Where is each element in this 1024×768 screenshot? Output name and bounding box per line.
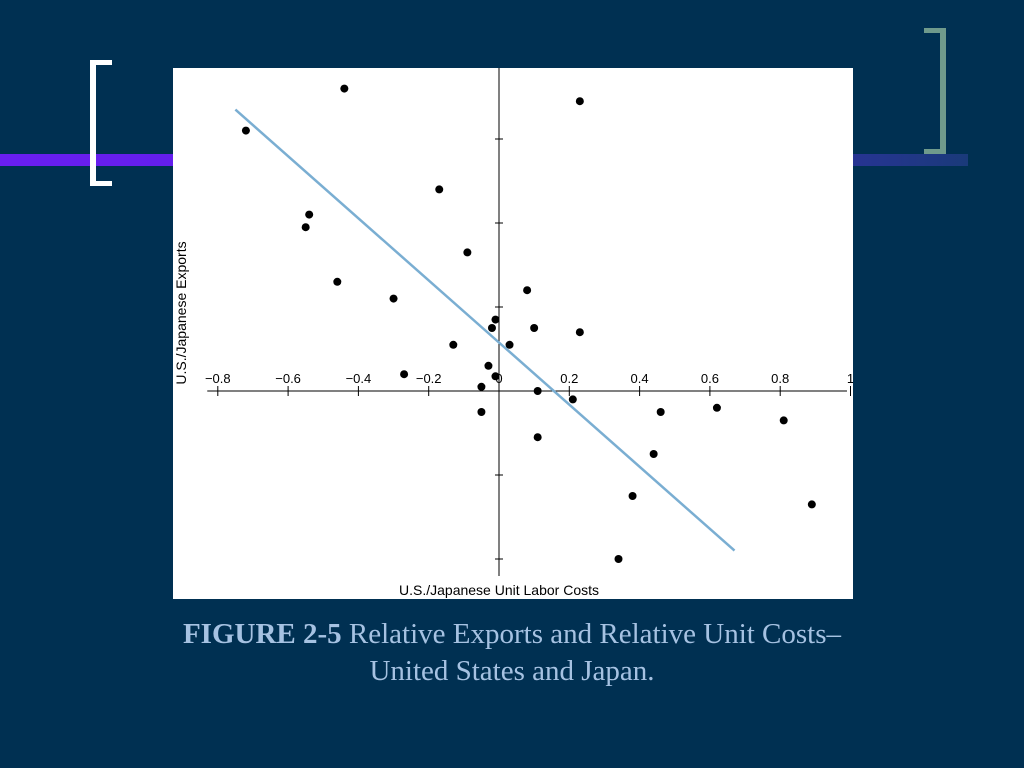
- data-point: [533, 387, 542, 395]
- figure-title-line-1: Relative Exports and Relative Unit Costs…: [348, 618, 842, 650]
- data-point: [340, 84, 349, 93]
- data-point: [628, 492, 637, 500]
- data-point: [435, 185, 444, 194]
- data-point: [656, 408, 665, 416]
- x-tick-label: 0.2: [560, 371, 578, 386]
- data-point: [712, 403, 721, 412]
- fit-line-group: [234, 108, 736, 552]
- x-tick-label: 0: [495, 371, 502, 386]
- caption-line-1: FIGURE 2-5 Relative Exports and Relative…: [80, 616, 944, 653]
- data-point: [575, 328, 584, 337]
- x-tick-label: 1: [847, 371, 853, 386]
- data-point: [491, 372, 500, 381]
- data-point: [779, 416, 788, 425]
- x-tick-label: −0.8: [205, 371, 231, 386]
- data-point: [575, 97, 584, 106]
- y-axis-title: U.S./Japanese Exports: [173, 241, 189, 384]
- data-point: [491, 315, 500, 324]
- x-tick-label: 0.6: [701, 371, 719, 386]
- data-point: [487, 324, 496, 332]
- data-point: [484, 361, 493, 370]
- data-point: [389, 294, 398, 303]
- data-point: [241, 126, 250, 135]
- data-points-group: [241, 84, 816, 563]
- data-point: [568, 395, 577, 404]
- scatter-chart: −0.8 −0.6 −0.4 −0.2 0 0.2 0.4 0.6 0.8 1 U.S./Japan…: [173, 68, 853, 598]
- right-bracket-decoration: [924, 28, 946, 154]
- data-point: [614, 555, 623, 563]
- x-tick-label: 0.8: [771, 371, 789, 386]
- regression-line: [234, 108, 736, 552]
- data-point: [523, 286, 532, 295]
- data-point: [333, 277, 342, 286]
- x-tick-label: −0.6: [275, 371, 301, 386]
- data-point: [477, 382, 486, 391]
- figure-caption: FIGURE 2-5 Relative Exports and Relative…: [80, 616, 944, 690]
- x-tick-label: 0.4: [631, 371, 649, 386]
- axes-group: [207, 68, 851, 576]
- data-point: [301, 223, 310, 232]
- data-point: [505, 340, 514, 349]
- x-tick-label: −0.4: [346, 371, 372, 386]
- data-point: [649, 450, 658, 458]
- data-point: [400, 370, 409, 379]
- data-point: [477, 408, 486, 416]
- figure-title-line-2: United States and Japan.: [369, 655, 655, 687]
- data-point: [807, 500, 816, 509]
- data-point: [449, 340, 458, 349]
- data-point: [463, 248, 472, 257]
- x-axis-title: U.S./Japanese Unit Labor Costs: [399, 582, 599, 598]
- axis-labels-group: −0.8 −0.6 −0.4 −0.2 0 0.2 0.4 0.6 0.8 1 U.S./Japan…: [173, 241, 853, 598]
- data-point: [530, 324, 539, 332]
- scatter-chart-panel: −0.8 −0.6 −0.4 −0.2 0 0.2 0.4 0.6 0.8 1 U.S./Japan…: [173, 68, 853, 599]
- left-bracket-decoration: [90, 60, 112, 186]
- data-point: [305, 210, 314, 219]
- x-tick-label: −0.2: [416, 371, 442, 386]
- figure-label: FIGURE 2-5: [182, 618, 342, 650]
- data-point: [533, 433, 542, 442]
